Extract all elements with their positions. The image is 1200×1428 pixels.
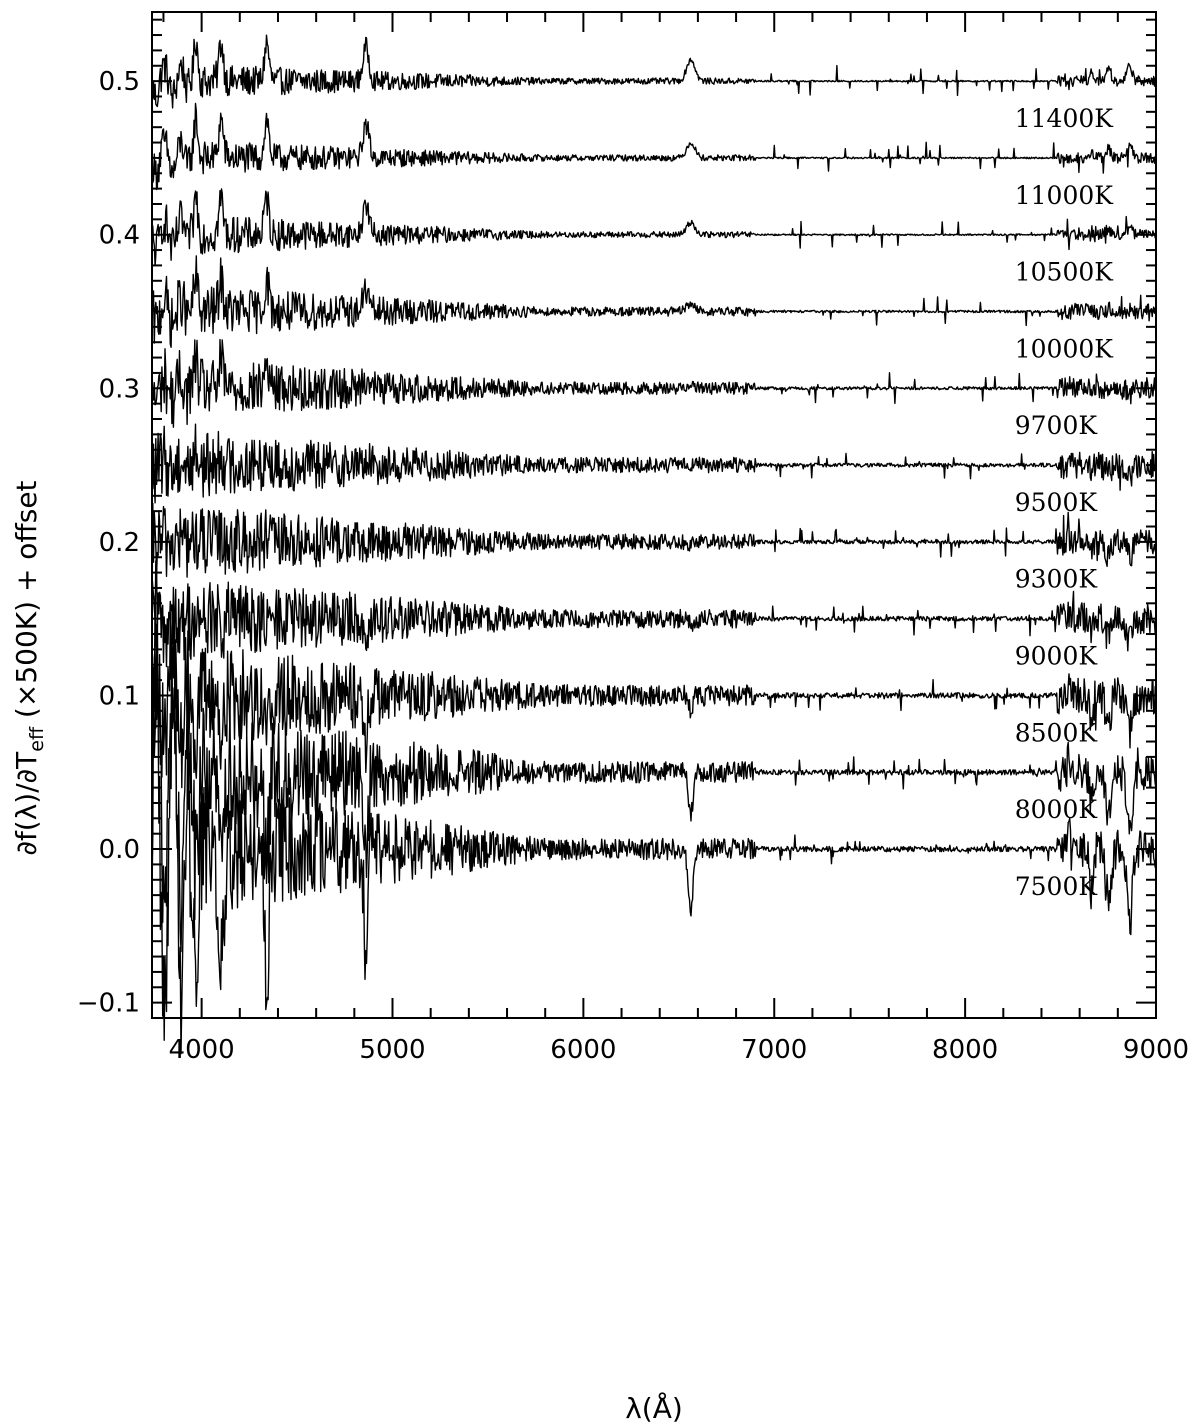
- curve-label-8500K: 8500K: [1015, 718, 1099, 747]
- y-tick-label: 0.1: [99, 681, 140, 711]
- curve-label-10500K: 10500K: [1015, 258, 1115, 287]
- x-tick-label: 5000: [359, 1035, 425, 1065]
- curve-label-9700K: 9700K: [1015, 411, 1099, 440]
- y-tick-label: 0.2: [99, 528, 140, 558]
- spectrum-9300K: [151, 502, 1157, 578]
- y-tick-label: 0.4: [99, 221, 140, 251]
- spectrum-8500K: [151, 595, 1157, 789]
- curve-label-7500K: 7500K: [1015, 872, 1099, 901]
- plot-frame: [151, 11, 1157, 1019]
- y-axis-title: ∂f(λ)/∂Teff (×500K) + offset: [10, 480, 48, 855]
- spectrum-7500K: [151, 642, 1157, 1055]
- y-tick-label: −0.1: [77, 989, 140, 1019]
- spectrum-10000K: [151, 255, 1157, 348]
- y-axis-title-tail: (×500K) + offset: [10, 480, 43, 727]
- y-tick-label: 0.0: [99, 835, 140, 865]
- y-axis-title-main: ∂f(λ)/∂T: [10, 751, 43, 856]
- spectrum-11400K: [151, 34, 1157, 109]
- x-axis-title: λ(Å): [625, 1391, 683, 1425]
- spectrum-9000K: [151, 560, 1157, 668]
- y-axis-title-subscript: eff: [26, 726, 48, 752]
- x-tick-label: 9000: [1123, 1035, 1189, 1065]
- curve-label-11400K: 11400K: [1015, 104, 1115, 133]
- spectrum-9700K: [151, 338, 1157, 428]
- x-tick-label: 8000: [932, 1035, 998, 1065]
- x-tick-label: 6000: [550, 1035, 616, 1065]
- x-axis-ticks: 4000 5000 6000 7000 8000 9000: [162, 12, 1189, 1065]
- spectrum-10500K: [151, 188, 1157, 267]
- y-tick-label: 0.3: [99, 374, 140, 404]
- spectrum-9500K: [151, 423, 1157, 504]
- curve-label-9500K: 9500K: [1015, 488, 1099, 517]
- x-tick-label: 7000: [741, 1035, 807, 1065]
- spectrum-8000K: [151, 607, 1157, 953]
- curve-label-11000K: 11000K: [1015, 181, 1115, 210]
- spectrum-11000K: [151, 102, 1157, 191]
- curve-labels: 11400K 11000K 10500K 10000K 9700K 9500K 9300K 9…: [1015, 104, 1115, 901]
- y-axis-ticks: −0.1 0.0 0.1 0.2 0.3 0.4 0.5: [77, 18, 1156, 1019]
- curve-label-9000K: 9000K: [1015, 642, 1099, 671]
- y-tick-label: 0.5: [99, 67, 140, 97]
- series-group: [151, 34, 1157, 1055]
- x-tick-label: 4000: [169, 1035, 235, 1065]
- curve-label-8000K: 8000K: [1015, 795, 1099, 824]
- axes: 4000 5000 6000 7000 8000 9000 −0.1 0.0 0.1 0.2 0.…: [77, 11, 1189, 1065]
- plot-area: 11400K 11000K 10500K 10000K 9700K 9500K 9300K 9…: [151, 34, 1157, 1055]
- curve-label-9300K: 9300K: [1015, 565, 1099, 594]
- curve-label-10000K: 10000K: [1015, 334, 1115, 363]
